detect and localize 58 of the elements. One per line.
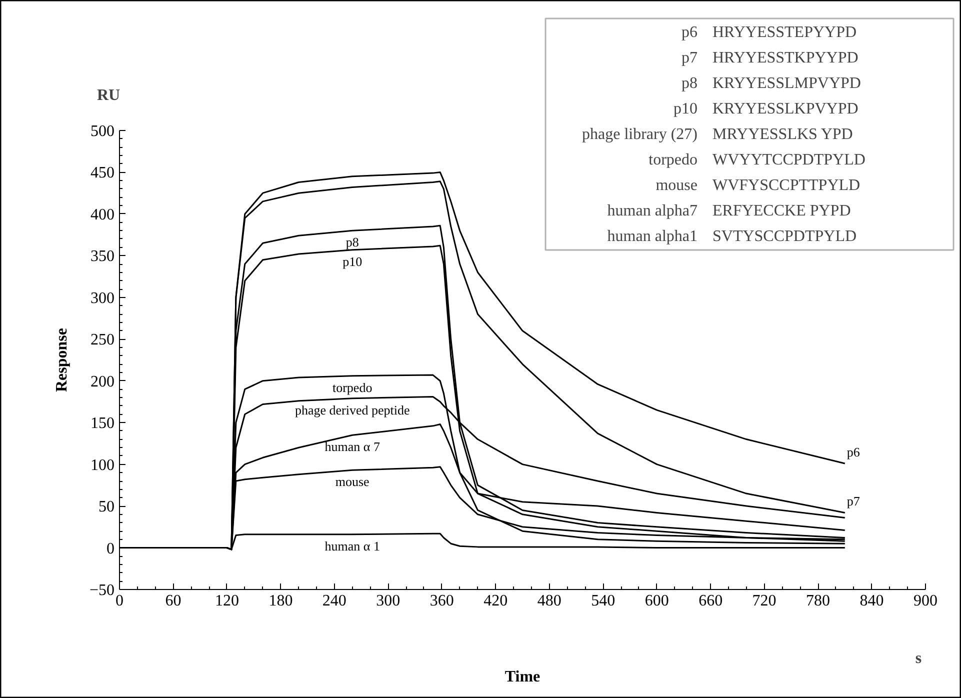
y-tick-label: 350 [90,248,114,266]
x-tick-label: 540 [591,592,616,610]
x-tick-label: 660 [698,592,723,610]
y-tick-label: 50 [98,498,114,516]
series-label: human α 1 [324,538,380,554]
x-tick-label: 60 [165,592,182,610]
series-label: mouse [335,474,370,490]
series-label: human α 7 [324,439,380,454]
annotation: human alpha1 [607,228,698,245]
x-tick-label: 720 [752,592,776,610]
x-tick-label: 480 [537,592,562,610]
x-tick-label: 420 [484,592,508,610]
annotation: phage library (27) [582,126,698,143]
text: p8 [682,75,698,92]
y-tick-label: 200 [90,373,114,390]
x-tick-label: 360 [430,592,454,610]
text: HRYYESSTKPYYPD [712,50,858,66]
text: p6 [682,24,698,41]
x-tick-label: 240 [322,592,346,610]
text: KRYYESSLKPVYPD [712,100,858,118]
annotation: human alpha7 [607,202,698,220]
x-tick-label: 120 [214,592,239,610]
annotation: SVTYSCCPDTPYLD [712,228,857,245]
text: p10 [674,100,698,118]
y-axis-title: Response [53,328,70,392]
text: HRYYESSTEPYYPD [712,24,857,41]
series-label: torpedo [332,380,372,395]
annotation: MRYYESSLKS YPD [712,126,853,143]
series-label: p8 [346,234,359,250]
x-axis-title: Time [504,668,540,686]
series-label: p10 [342,254,362,269]
y-tick-label: 500 [90,123,114,140]
text: RU [96,87,120,104]
text: p7 [682,50,698,66]
x-tick-label: 840 [860,592,884,610]
text: s [915,650,922,667]
y-tick-label: 300 [90,290,114,307]
x-tick-label: 780 [806,592,830,610]
y-tick-label: 0 [106,540,114,558]
y-tick-label: −50 [89,582,115,599]
x-tick-label: 900 [914,592,938,610]
y-tick-label: 250 [90,332,114,349]
x-tick-label: 600 [644,592,669,610]
text: KRYYESSLMPVYPD [712,75,861,92]
series-label: p7 [846,494,860,509]
y-tick-label: 400 [90,206,114,224]
annotation: mouse [656,177,698,194]
series-label: p6 [846,444,860,460]
x-tick-label: 180 [268,592,293,610]
annotation: WVYYTCCPDTPYLD [712,152,866,168]
y-tick-label: 100 [90,456,114,474]
y-tick-label: 150 [90,415,114,432]
y-tick-label: 450 [90,164,114,182]
annotation: ERFYECCKE PYPD [712,202,851,220]
x-tick-label: 300 [376,592,400,610]
series-label: phage derived peptide [294,402,410,418]
annotation: WVFYSCCPTTPYLD [712,177,860,194]
annotation: torpedo [648,152,698,168]
